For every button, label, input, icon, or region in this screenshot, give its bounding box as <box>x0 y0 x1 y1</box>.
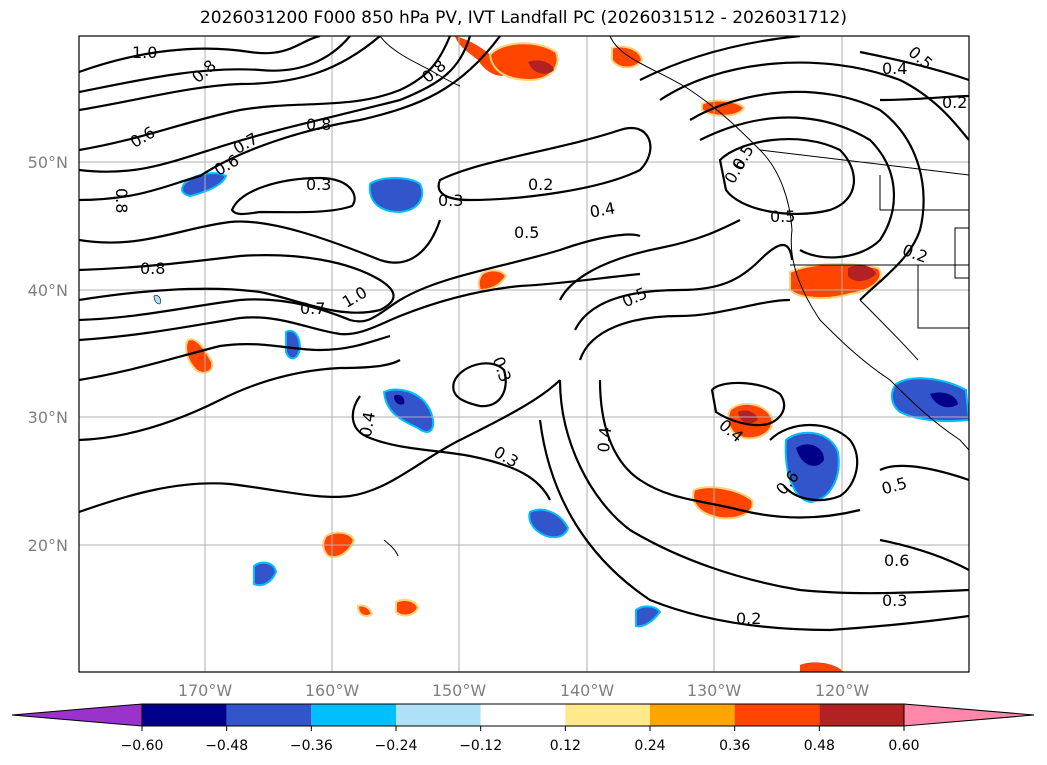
colorbar-tick-label: 0.24 <box>634 738 665 754</box>
contour-label: 0.8 <box>112 188 131 213</box>
lat-label: 40°N <box>28 281 68 300</box>
contour-label: 0.6 <box>127 122 159 151</box>
colorbar-tick-label: −0.60 <box>121 738 164 754</box>
colorbar-segment <box>734 704 820 726</box>
contour-label: 0.4 <box>594 426 615 453</box>
contour-label: 0.2 <box>736 609 761 628</box>
colorbar-segment <box>142 704 227 726</box>
contour-label: 0.6 <box>884 551 909 570</box>
lon-label: 130°W <box>687 681 742 700</box>
coastlines <box>379 36 969 557</box>
contour-label: 0.4 <box>588 198 616 221</box>
colorbar-segment <box>480 704 566 726</box>
contour-label: 0.5 <box>879 473 909 498</box>
longitude-labels: 170°W 160°W 150°W 140°W 130°W 120°W <box>178 681 870 700</box>
colorbar: −0.60 −0.48 −0.36 −0.24 −0.12 0.12 0.24 0.36 0.4… <box>11 703 1035 754</box>
latitude-labels: 50°N 40°N 30°N 20°N <box>28 153 68 555</box>
colorbar-tick-label: 0.12 <box>550 738 581 754</box>
colorbar-extend-low <box>11 703 143 727</box>
colorbar-tick-label: 0.48 <box>804 738 835 754</box>
colorbar-segment <box>650 704 735 726</box>
lat-label: 50°N <box>28 153 68 172</box>
lon-label: 150°W <box>432 681 487 700</box>
lon-label: 120°W <box>815 681 870 700</box>
contour-label: 0.4 <box>882 59 907 78</box>
contour-label: 0.8 <box>140 259 165 278</box>
colorbar-segment <box>819 704 904 726</box>
lat-label: 30°N <box>28 408 68 427</box>
colorbar-frame <box>141 703 905 727</box>
contour-label: 0.2 <box>900 240 930 267</box>
colorbar-segment <box>396 704 481 726</box>
contour-label: 0.5 <box>770 207 795 226</box>
contour-label: 1.0 <box>339 282 371 311</box>
contour-label: 0.3 <box>438 191 463 210</box>
contour-label: 0.3 <box>306 175 331 194</box>
lon-label: 160°W <box>305 681 360 700</box>
colorbar-tick-label: −0.24 <box>375 738 418 754</box>
colorbar-segment <box>565 704 650 726</box>
colorbar-segment <box>226 704 312 726</box>
colorbar-segment <box>311 704 396 726</box>
contour-label: 0.3 <box>882 591 907 610</box>
lon-label: 140°W <box>560 681 615 700</box>
colorbar-tick-label: −0.36 <box>290 738 333 754</box>
contour-label: 0.3 <box>489 354 516 384</box>
contour-label: 0.5 <box>619 283 650 311</box>
contour-label: 0.2 <box>942 93 967 112</box>
lat-label: 20°N <box>28 536 68 555</box>
colorbar-extend-high <box>903 703 1035 727</box>
contour-labels: 1.0 0.8 0.8 0.6 0.7 0.6 0.8 0.8 0.3 0.3 … <box>112 42 967 628</box>
colorbar-tick-label: 0.60 <box>888 738 919 754</box>
colorbar-tick-label: −0.12 <box>459 738 502 754</box>
contour-label: 0.8 <box>418 56 450 87</box>
colorbar-tick-label: −0.48 <box>205 738 248 754</box>
pv-contours <box>79 36 969 632</box>
contour-label: 0.4 <box>356 410 379 438</box>
contour-label: 0.2 <box>528 175 553 194</box>
map-title: 2026031200 F000 850 hPa PV, IVT Landfall… <box>199 8 847 28</box>
map-frame <box>78 35 970 673</box>
contour-label: 0.7 <box>300 299 325 318</box>
contour-label: 0.5 <box>514 223 539 242</box>
contour-label: 0.8 <box>306 115 331 134</box>
contour-label: 1.0 <box>132 43 157 62</box>
graticule <box>79 36 969 672</box>
contour-label: 0.3 <box>490 442 522 471</box>
lon-label: 170°W <box>178 681 233 700</box>
colorbar-tick-label: 0.36 <box>719 738 750 754</box>
contour-label: 0.8 <box>188 56 220 87</box>
